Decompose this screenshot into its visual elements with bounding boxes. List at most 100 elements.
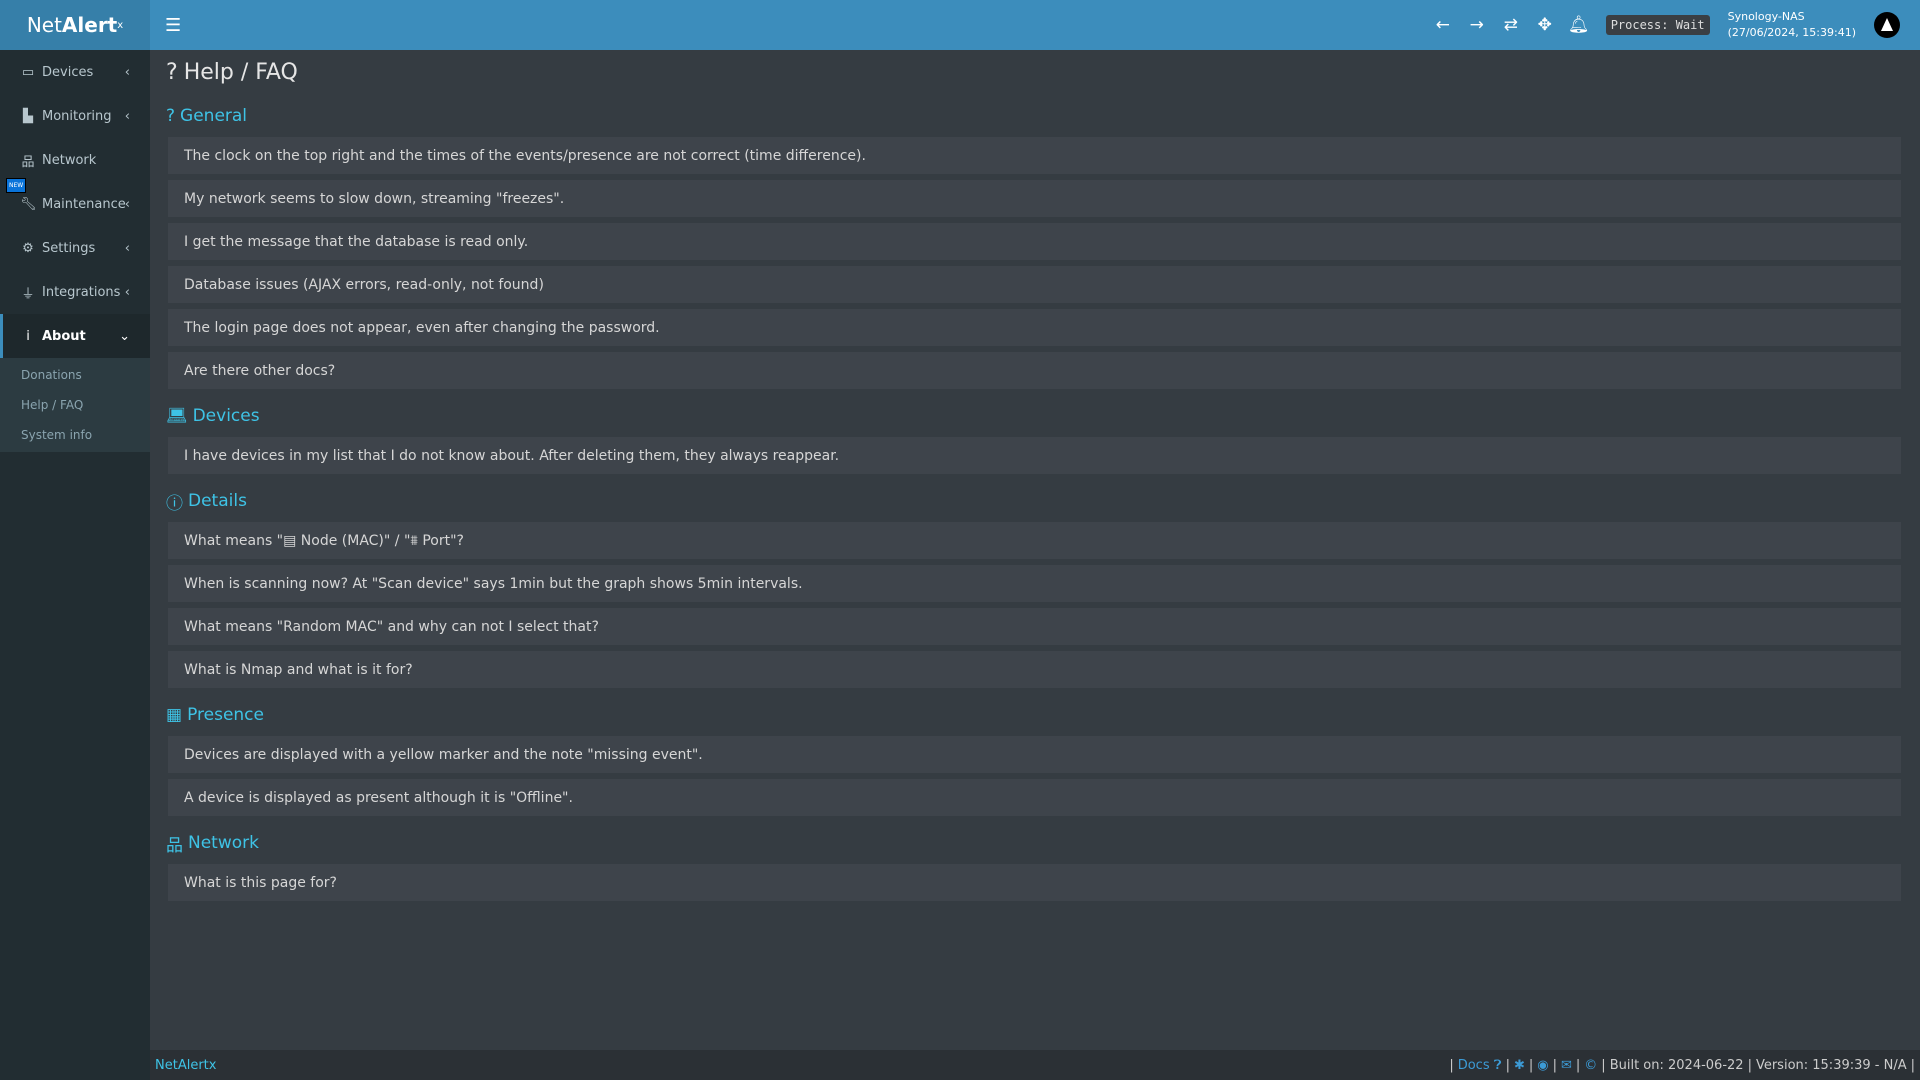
sidebar-item-devices[interactable]: ▭ Devices ‹ bbox=[0, 50, 150, 94]
separator: | bbox=[1910, 1057, 1915, 1073]
section-heading-network: 品 Network bbox=[166, 828, 1903, 858]
page-title-text: Help / FAQ bbox=[183, 59, 298, 85]
chevron-left-icon: ‹ bbox=[124, 240, 130, 256]
faq-question[interactable]: When is scanning now? At "Scan device" s… bbox=[168, 565, 1901, 602]
main-content: ? Help / FAQ ? General The clock on the top… bbox=[150, 50, 1920, 1050]
separator: | bbox=[1449, 1057, 1454, 1073]
faq-question[interactable]: The clock on the top right and the times… bbox=[168, 137, 1901, 174]
host-name: Synology-NAS bbox=[1727, 10, 1805, 23]
sidebar-toggle-icon[interactable]: ☰ bbox=[165, 14, 182, 36]
separator: | bbox=[1528, 1057, 1534, 1073]
app-logo[interactable]: Net Alert x bbox=[0, 0, 150, 50]
logo-text: Net bbox=[26, 13, 62, 37]
calendar-icon: ▦ bbox=[166, 705, 183, 725]
top-navbar: Net Alert x ☰ ← → ⇄ ✥ 🔔︎ Process: Wait Syn… bbox=[0, 0, 1920, 50]
chart-icon: ▙ bbox=[23, 108, 33, 124]
sidebar: ▭ Devices ‹ ▙ Monitoring ‹ 品 Network NEW 🔧︎ Mai… bbox=[0, 50, 150, 1080]
faq-question[interactable]: A device is displayed as present althoug… bbox=[168, 779, 1901, 816]
sidebar-item-label: Network bbox=[42, 152, 97, 168]
info-icon: i bbox=[26, 328, 30, 344]
sidebar-item-settings[interactable]: ⚙ Settings ‹ bbox=[0, 226, 150, 270]
gear-icon: ⚙ bbox=[22, 240, 34, 256]
faq-question[interactable]: Are there other docs? bbox=[168, 352, 1901, 389]
chevron-left-icon: ‹ bbox=[124, 284, 130, 300]
process-status: Process: Wait bbox=[1605, 15, 1710, 35]
reload-icon[interactable]: ⇄ bbox=[1503, 15, 1518, 35]
sidebar-item-label: Maintenance bbox=[42, 196, 126, 212]
faq-question[interactable]: My network seems to slow down, streaming… bbox=[168, 180, 1901, 217]
separator: | bbox=[1575, 1057, 1581, 1073]
chevron-left-icon: ‹ bbox=[124, 64, 130, 80]
logo-text-bold: Alert bbox=[61, 13, 118, 37]
faq-question[interactable]: What is Nmap and what is it for? bbox=[168, 651, 1901, 688]
section-title: Network bbox=[188, 833, 259, 853]
copyright-icon[interactable]: © bbox=[1584, 1057, 1598, 1073]
section-heading-general: ? General bbox=[166, 101, 1903, 131]
sidebar-item-integrations[interactable]: ⏚ Integrations ‹ bbox=[0, 270, 150, 314]
chevron-down-icon: ⌄ bbox=[119, 328, 130, 344]
laptop-icon: 💻︎ bbox=[166, 406, 188, 426]
footer-brand: NetAlertx bbox=[155, 1057, 217, 1073]
submenu-help-faq[interactable]: Help / FAQ bbox=[21, 398, 84, 412]
footer: NetAlertx | Docs ❓︎ | ✱ | ◉ | ✉ | © | Built o… bbox=[150, 1050, 1920, 1080]
sidebar-item-network[interactable]: 品 Network bbox=[0, 138, 150, 182]
faq-question[interactable]: What means "Random MAC" and why can not … bbox=[168, 608, 1901, 645]
section-heading-presence: ▦ Presence bbox=[166, 700, 1903, 730]
sidebar-item-label: Devices bbox=[42, 64, 94, 80]
section-title: Presence bbox=[187, 705, 264, 725]
wrench-icon: 🔧︎ bbox=[20, 196, 37, 212]
sidebar-item-label: Settings bbox=[42, 240, 96, 256]
network-icon: 品 bbox=[21, 154, 35, 170]
faq-question[interactable]: What is this page for? bbox=[168, 864, 1901, 901]
chevron-left-icon: ‹ bbox=[124, 196, 130, 212]
logo-sup: x bbox=[117, 19, 124, 31]
about-submenu: Donations Help / FAQ System info bbox=[0, 358, 150, 452]
chevron-left-icon: ‹ bbox=[124, 108, 130, 124]
section-title: General bbox=[180, 106, 248, 126]
sidebar-item-maintenance[interactable]: NEW 🔧︎ Maintenance ‹ bbox=[0, 178, 150, 226]
faq-question[interactable]: Database issues (AJAX errors, read-only,… bbox=[168, 266, 1901, 303]
bell-icon[interactable]: 🔔︎ bbox=[1567, 15, 1590, 35]
question-icon: ? bbox=[166, 106, 176, 126]
github-icon[interactable]: ◉ bbox=[1537, 1057, 1549, 1073]
plug-icon: ⏚ bbox=[21, 286, 35, 302]
separator: | bbox=[1601, 1057, 1606, 1073]
laptop-icon: ▭ bbox=[21, 64, 35, 80]
section-heading-devices: 💻︎ Devices bbox=[166, 401, 1903, 431]
help-circle-icon: ❓︎ bbox=[1493, 1057, 1502, 1073]
bug-icon[interactable]: ✱ bbox=[1513, 1057, 1525, 1073]
page-title: ? Help / FAQ bbox=[166, 55, 1903, 89]
envelope-icon[interactable]: ✉ bbox=[1561, 1057, 1572, 1073]
host-datetime: (27/06/2024, 15:39:41) bbox=[1727, 26, 1856, 39]
section-title: Details bbox=[188, 491, 247, 511]
section-heading-details: ⓘ Details bbox=[166, 486, 1903, 516]
info-circle-icon: ⓘ bbox=[166, 493, 183, 514]
new-badge: NEW bbox=[6, 178, 27, 193]
faq-question[interactable]: Devices are displayed with a yellow mark… bbox=[168, 736, 1901, 773]
docs-label: Docs bbox=[1457, 1057, 1490, 1073]
sidebar-item-about[interactable]: i About ⌄ bbox=[0, 314, 150, 358]
docs-link[interactable]: Docs ❓︎ bbox=[1458, 1058, 1502, 1073]
question-icon: ? bbox=[166, 59, 178, 85]
submenu-system-info[interactable]: System info bbox=[21, 428, 93, 442]
version: Version: 15:39:39 - N/A bbox=[1755, 1057, 1907, 1073]
sidebar-item-label: About bbox=[42, 328, 86, 344]
forward-arrow-icon[interactable]: → bbox=[1469, 15, 1484, 35]
host-info: Synology-NAS (27/06/2024, 15:39:41) bbox=[1728, 9, 1856, 41]
faq-question[interactable]: What means "▤ Node (MAC)" / "⩩ Port"? bbox=[168, 522, 1901, 559]
sidebar-item-label: Integrations bbox=[42, 284, 121, 300]
sidebar-item-label: Monitoring bbox=[42, 108, 112, 124]
build-date: Built on: 2024-06-22 bbox=[1609, 1057, 1744, 1073]
separator: | bbox=[1747, 1057, 1752, 1073]
user-avatar[interactable] bbox=[1874, 12, 1900, 38]
sidebar-item-monitoring[interactable]: ▙ Monitoring ‹ bbox=[0, 94, 150, 138]
separator: | bbox=[1505, 1057, 1510, 1073]
faq-question[interactable]: The login page does not appear, even aft… bbox=[168, 309, 1901, 346]
section-title: Devices bbox=[192, 406, 260, 426]
fullscreen-arrows-icon[interactable]: ✥ bbox=[1537, 15, 1552, 35]
network-icon: 品 bbox=[166, 835, 183, 856]
faq-question[interactable]: I get the message that the database is r… bbox=[168, 223, 1901, 260]
submenu-donations[interactable]: Donations bbox=[21, 368, 82, 382]
faq-question[interactable]: I have devices in my list that I do not … bbox=[168, 437, 1901, 474]
back-arrow-icon[interactable]: ← bbox=[1435, 15, 1450, 35]
